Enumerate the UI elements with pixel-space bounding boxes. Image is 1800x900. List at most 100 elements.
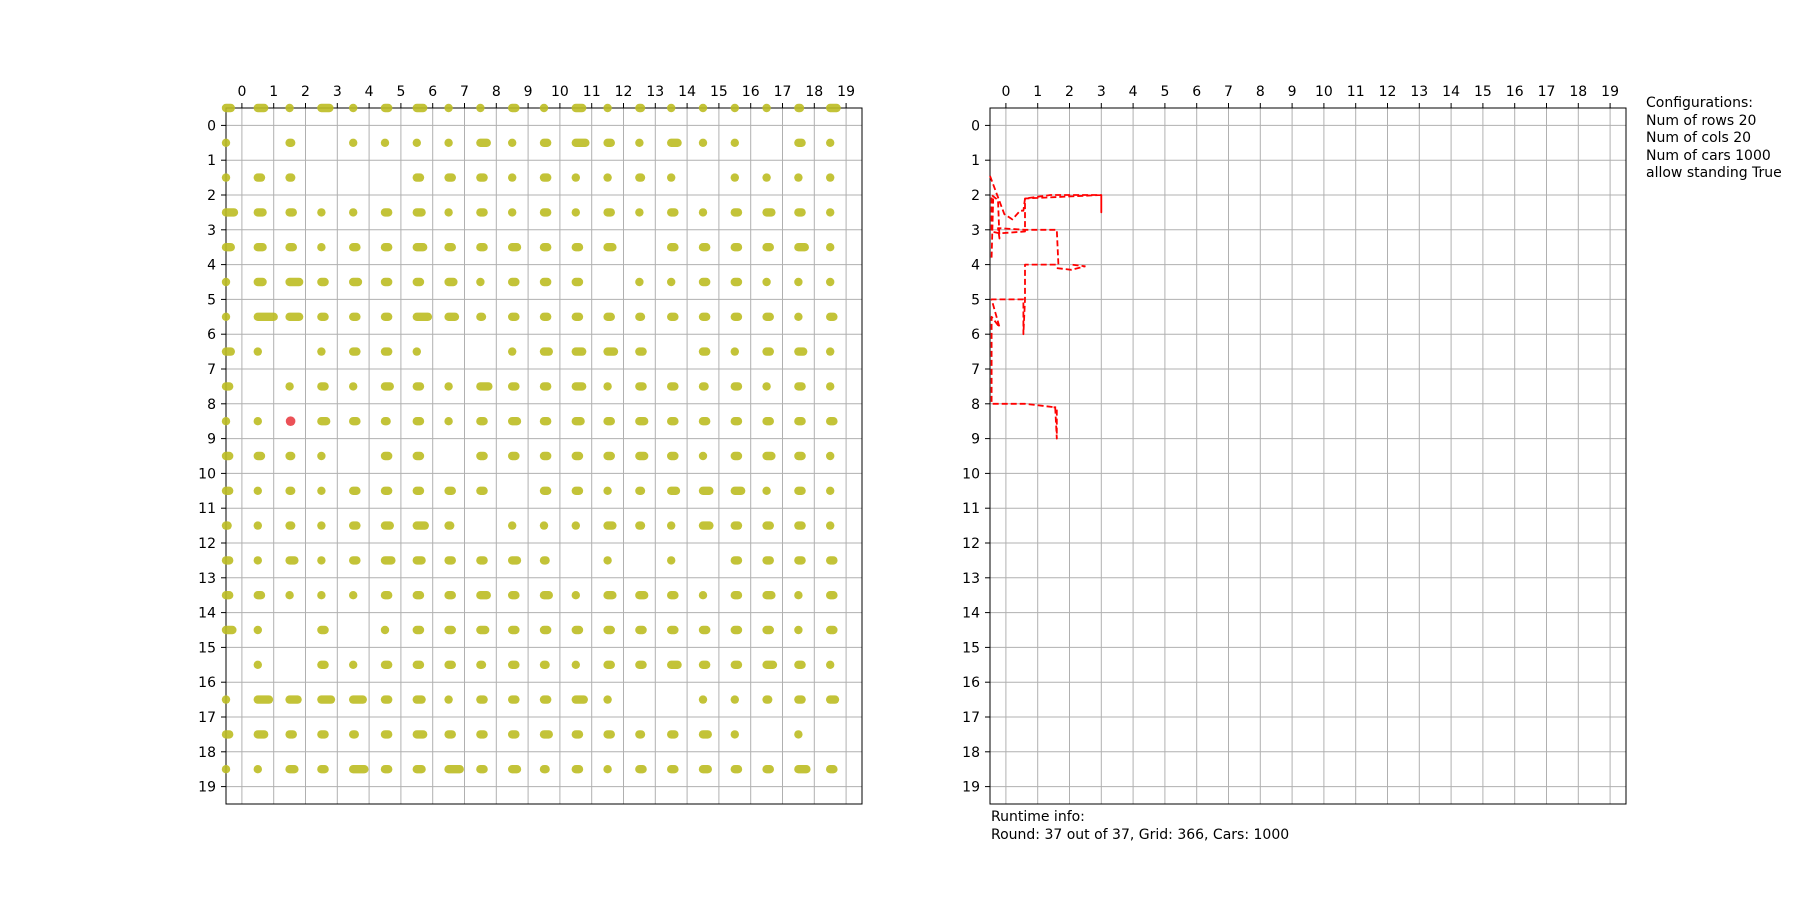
car-marker <box>635 417 649 426</box>
car-grid-x-tick-label: 13 <box>646 84 664 100</box>
car-marker <box>317 277 329 287</box>
car-marker <box>444 208 453 217</box>
car-marker <box>794 103 805 113</box>
car-marker <box>444 591 456 600</box>
car-marker <box>476 208 488 217</box>
car-marker <box>730 243 743 252</box>
car-marker <box>476 556 488 565</box>
car-marker <box>508 103 520 113</box>
car-marker <box>667 660 682 669</box>
car-marker <box>667 556 676 565</box>
car-marker <box>539 243 552 252</box>
car-marker <box>826 695 840 704</box>
car-marker <box>571 243 584 252</box>
car-marker <box>698 312 711 321</box>
car-marker <box>508 591 520 600</box>
route-grid-y-tick-label: 2 <box>971 188 980 204</box>
car-marker <box>412 695 426 704</box>
car-marker <box>221 521 232 530</box>
car-marker <box>412 347 421 356</box>
route-grid-x-tick-label: 5 <box>1160 84 1169 100</box>
car-marker <box>476 730 488 739</box>
car-grid-y-tick-label: 16 <box>198 675 216 691</box>
car-marker <box>508 417 522 426</box>
route-grid-x-tick-label: 16 <box>1506 84 1524 100</box>
route-path-segment <box>1056 263 1086 271</box>
car-marker <box>285 486 296 495</box>
car-marker <box>730 730 739 739</box>
car-marker <box>571 591 580 600</box>
car-marker <box>444 695 453 704</box>
route-grid-x-tick-label: 7 <box>1224 84 1233 100</box>
car-grid-x-tick-label: 2 <box>301 84 310 100</box>
car-marker <box>762 347 774 356</box>
car-marker <box>285 312 304 321</box>
car-marker <box>349 660 358 669</box>
car-marker <box>571 277 584 287</box>
car-marker <box>476 243 488 252</box>
car-marker <box>571 521 580 530</box>
car-marker <box>730 208 743 217</box>
car-marker <box>349 208 358 217</box>
route-grid-y-tick-label: 5 <box>971 292 980 308</box>
route-grid-x-tick-label: 19 <box>1601 84 1619 100</box>
car-marker <box>730 138 739 147</box>
car-marker <box>730 556 743 565</box>
car-marker <box>539 277 552 287</box>
car-marker <box>667 243 679 252</box>
car-marker <box>762 556 774 565</box>
car-grid-y-tick-label: 2 <box>207 188 216 204</box>
car-marker <box>730 312 743 321</box>
car-marker <box>476 486 488 495</box>
car-marker <box>539 660 550 669</box>
car-marker <box>412 765 426 774</box>
car-marker <box>221 277 231 287</box>
car-grid-x-tick-label: 12 <box>615 84 633 100</box>
car-grid-y-tick-label: 3 <box>207 223 216 239</box>
route-grid-axes: 0011223344556677889910101111121213131414… <box>962 84 1627 805</box>
car-marker <box>412 556 426 565</box>
car-marker <box>221 347 235 356</box>
car-marker <box>539 138 552 147</box>
car-marker <box>444 660 456 669</box>
car-grid-y-tick-label: 13 <box>198 571 216 587</box>
car-marker <box>380 243 393 252</box>
car-marker <box>380 103 393 113</box>
car-marker <box>253 521 262 530</box>
route-grid-x-tick-label: 14 <box>1442 84 1460 100</box>
car-marker <box>221 695 231 704</box>
route-grid-y-tick-label: 8 <box>971 397 980 413</box>
car-marker <box>635 660 647 669</box>
car-marker <box>221 765 231 774</box>
car-marker <box>349 312 361 321</box>
car-marker <box>380 765 393 774</box>
car-marker <box>762 625 774 635</box>
car-marker <box>349 695 367 704</box>
car-marker <box>349 417 361 426</box>
car-marker <box>508 382 520 391</box>
route-grid-x-tick-label: 4 <box>1129 84 1138 100</box>
car-marker <box>253 695 274 704</box>
car-marker <box>794 556 806 565</box>
car-marker <box>412 486 425 495</box>
car-grid-x-tick-label: 19 <box>837 84 855 100</box>
car-marker <box>412 208 426 217</box>
car-marker <box>667 417 679 426</box>
route-grid-x-tick-label: 18 <box>1569 84 1587 100</box>
car-marker <box>794 695 806 704</box>
car-marker <box>571 765 584 774</box>
car-marker <box>730 591 743 600</box>
car-marker <box>698 103 708 113</box>
car-marker <box>349 765 369 774</box>
route-grid-x-tick-label: 17 <box>1538 84 1556 100</box>
car-marker <box>539 208 552 217</box>
cars-config-line: Num of cars 1000 <box>1646 147 1771 164</box>
car-marker <box>508 625 520 635</box>
car-marker <box>794 417 806 426</box>
car-marker <box>698 451 708 461</box>
car-marker <box>571 347 587 356</box>
route-grid-x-tick-label: 12 <box>1379 84 1397 100</box>
car-marker <box>508 243 522 252</box>
car-marker <box>221 486 234 495</box>
car-marker <box>317 451 326 461</box>
